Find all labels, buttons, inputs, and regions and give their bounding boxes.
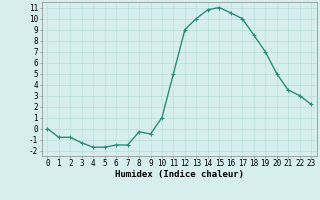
X-axis label: Humidex (Indice chaleur): Humidex (Indice chaleur) xyxy=(115,170,244,179)
